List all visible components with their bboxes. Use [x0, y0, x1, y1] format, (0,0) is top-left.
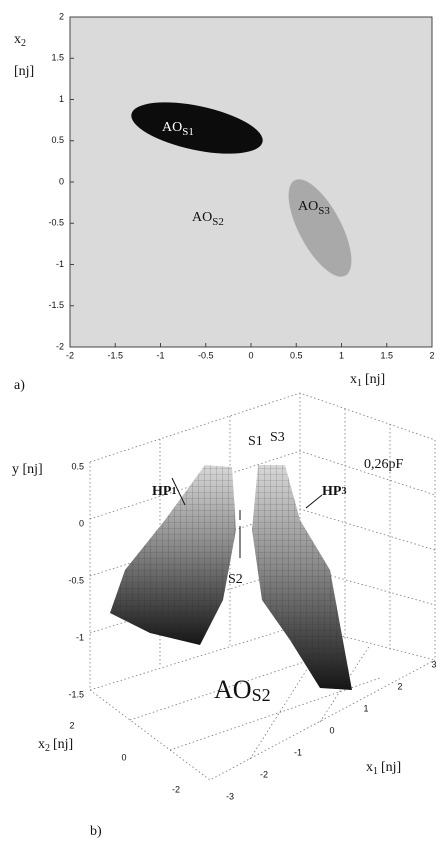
point-label: S3	[270, 430, 285, 445]
y-tick-label: 0.5	[51, 135, 64, 145]
x1-tick-label: 0	[329, 725, 334, 735]
y-tick-label: -2	[56, 341, 64, 351]
point-label: S2	[228, 572, 243, 587]
x1-tick-label: -3	[226, 791, 234, 801]
surface-mesh	[252, 465, 352, 690]
y-tick-label: -1	[76, 632, 84, 642]
caption: b)	[90, 824, 102, 839]
y-tick-label: 0.5	[71, 461, 84, 471]
x1-axis-label: x1 [nj]	[366, 760, 401, 777]
x-tick-label: -1	[156, 350, 164, 360]
x2-axis-label: x2 [nj]	[38, 737, 73, 754]
x-tick-label: 0.5	[290, 350, 303, 360]
x-axis-label: x1 [nj]	[350, 372, 385, 389]
caption: a)	[14, 378, 25, 393]
region-label: AOS2	[214, 675, 271, 705]
x1-tick-label: -1	[294, 747, 302, 757]
surface-label: HP3	[322, 484, 346, 499]
y-tick-label: 1.5	[51, 53, 64, 63]
x2-tick-label: 0	[121, 752, 126, 762]
x1-tick-label: -2	[260, 769, 268, 779]
region-s1	[131, 102, 263, 154]
x-tick-label: 1.5	[380, 350, 393, 360]
y-axis-label: y [nj]	[12, 462, 43, 477]
x2-tick-label: -2	[172, 784, 180, 794]
y-tick-label: -1.5	[48, 300, 64, 310]
plot-area	[69, 16, 433, 348]
region-label: AOS3	[298, 199, 330, 216]
y-tick-label: -0.5	[48, 218, 64, 228]
y-tick-label: -0.5	[68, 575, 84, 585]
x-tick-label: -1.5	[107, 350, 123, 360]
y-tick-label: 0	[79, 518, 84, 528]
annotation: 0,26pF	[364, 457, 404, 472]
x-tick-label: -2	[66, 350, 74, 360]
x2-tick-label: 2	[69, 720, 74, 730]
x-tick-label: 2	[429, 350, 434, 360]
region-label: AOS2	[192, 210, 224, 227]
y-tick-label: -1.5	[68, 689, 84, 699]
region-label: AOS1	[162, 120, 194, 137]
surface-mesh	[110, 465, 236, 645]
x-tick-label: 0	[248, 350, 253, 360]
y-axis-label: x2	[14, 32, 26, 49]
y-tick-label: 1	[59, 94, 64, 104]
x-tick-label: -0.5	[198, 350, 214, 360]
x1-tick-label: 1	[363, 703, 368, 713]
y-tick-label: 0	[59, 176, 64, 186]
y-tick-label: -1	[56, 259, 64, 269]
surface-label: HP1	[152, 484, 176, 499]
x1-tick-label: 3	[431, 659, 436, 669]
x1-tick-label: 2	[397, 681, 402, 691]
x-tick-label: 1	[339, 350, 344, 360]
y-axis-unit: [nj]	[14, 64, 34, 79]
pointer	[171, 477, 323, 509]
y-tick-label: 2	[59, 11, 64, 21]
point-label: S1	[248, 434, 263, 449]
region-s3	[288, 179, 352, 277]
